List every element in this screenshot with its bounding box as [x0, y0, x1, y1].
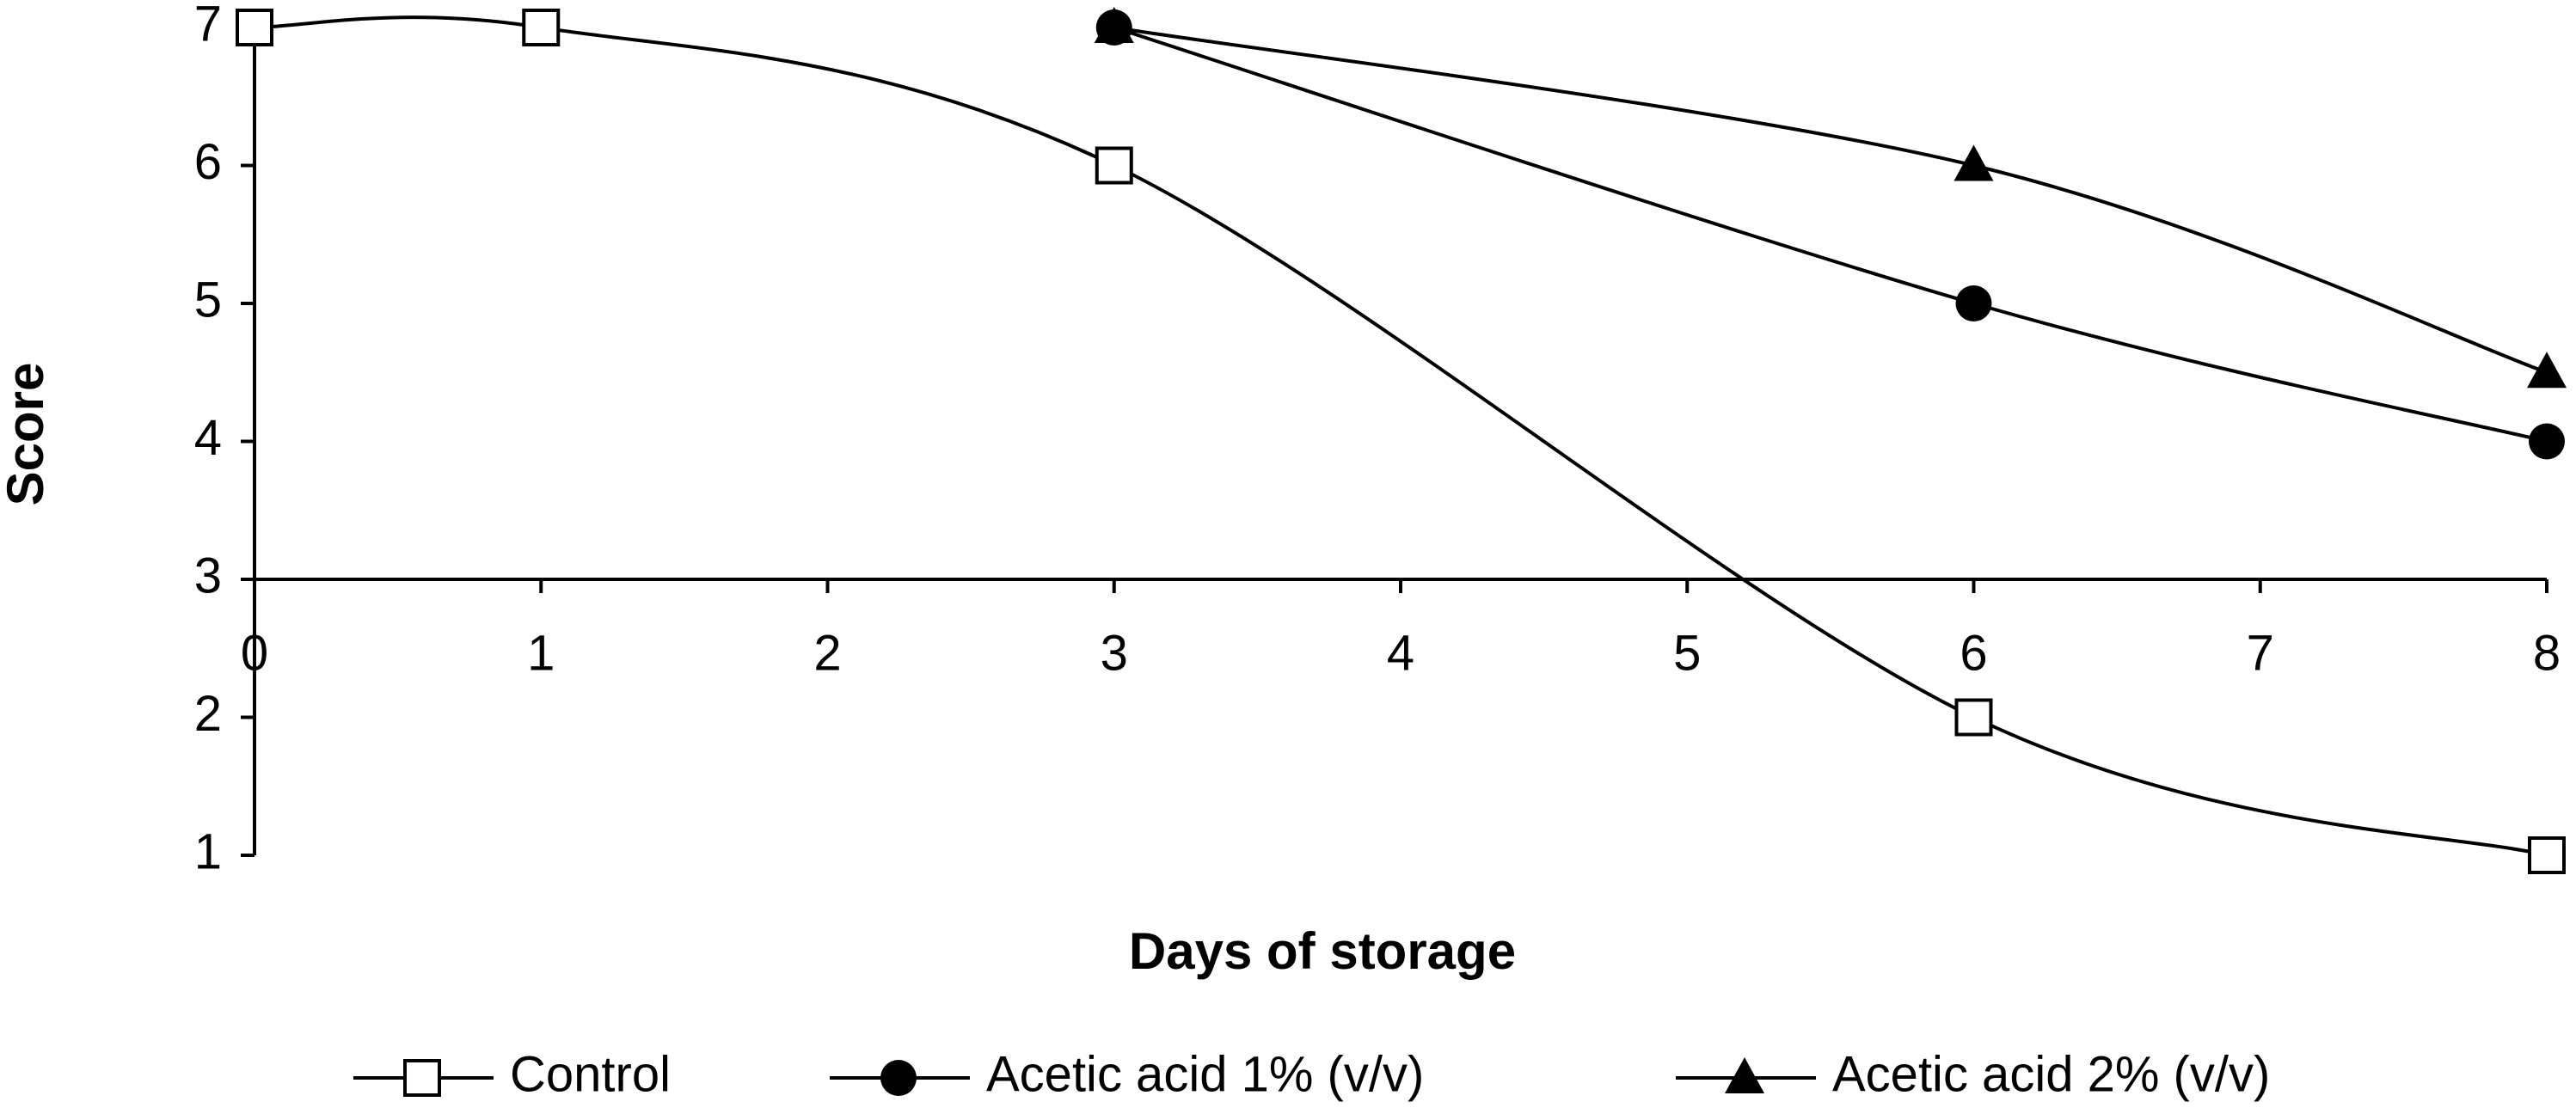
- data-point: [1095, 146, 1133, 185]
- x-tick-label: 2: [813, 625, 841, 681]
- data-point: [1955, 285, 1992, 321]
- series-line: [1113, 26, 2548, 375]
- data-point: [1953, 144, 1994, 181]
- x-tick-label: 5: [1673, 625, 1701, 681]
- y-tick-label: 7: [194, 0, 222, 52]
- x-tick-label: 4: [1387, 625, 1414, 681]
- y-tick-label: 6: [194, 134, 222, 190]
- data-point: [2528, 836, 2566, 874]
- y-tick-label: 2: [194, 686, 222, 742]
- legend-label: Acetic acid 2% (v/v): [1832, 1046, 2270, 1102]
- data-point: [522, 9, 561, 46]
- data-point: [1954, 698, 1993, 737]
- legend-marker: [403, 1059, 441, 1097]
- x-tick-label: 1: [527, 625, 555, 681]
- data-point: [1094, 7, 1134, 43]
- y-tick-label: 4: [194, 410, 222, 466]
- series-line: [254, 15, 2548, 857]
- legend-marker: [880, 1060, 917, 1096]
- x-tick-label: 7: [2247, 625, 2274, 681]
- x-tick-label: 0: [241, 625, 268, 681]
- series-line: [1113, 26, 2548, 444]
- x-tick-label: 3: [1101, 625, 1128, 681]
- legend-marker: [1725, 1057, 1764, 1093]
- x-tick-label: 8: [2533, 625, 2561, 681]
- data-point: [236, 9, 273, 46]
- legend-label: Control: [510, 1046, 671, 1102]
- data-point: [2527, 352, 2567, 389]
- x-tick-label: 6: [1960, 625, 1987, 681]
- legend-label: Acetic acid 1% (v/v): [986, 1046, 1424, 1102]
- y-axis-title: Score: [0, 363, 54, 506]
- y-tick-label: 3: [194, 548, 222, 603]
- data-point: [2529, 423, 2565, 460]
- x-axis-title: Days of storage: [1129, 922, 1516, 980]
- y-tick-label: 1: [194, 823, 222, 879]
- y-tick-label: 5: [194, 272, 222, 327]
